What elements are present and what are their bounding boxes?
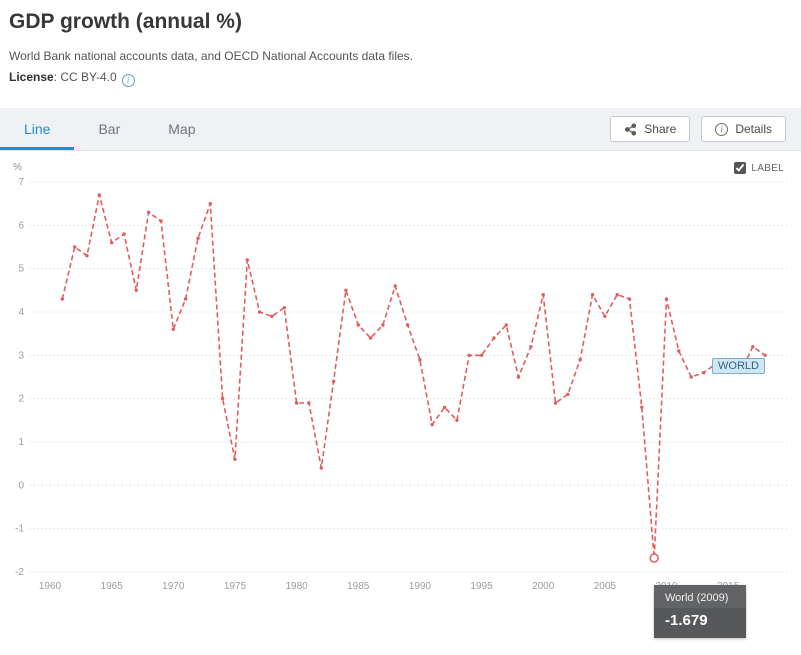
chart-tooltip: World (2009) -1.679 (654, 585, 746, 638)
svg-text:2005: 2005 (594, 581, 617, 592)
share-icon (624, 122, 637, 136)
tab-map[interactable]: Map (168, 121, 196, 137)
toolbar-actions: Share i Details (610, 108, 801, 150)
tab-line[interactable]: Line (0, 108, 75, 150)
details-button-label: Details (735, 122, 772, 136)
svg-text:1995: 1995 (470, 581, 493, 592)
chart-tab-bar: Line Bar Map Share i Details (0, 108, 801, 151)
page-subtitle: World Bank national accounts data, and O… (9, 49, 414, 63)
svg-text:1980: 1980 (285, 581, 308, 592)
svg-text:1975: 1975 (224, 581, 247, 592)
license-info-icon[interactable]: i (121, 74, 135, 87)
label-checkbox[interactable] (734, 162, 747, 174)
svg-text:3: 3 (18, 350, 24, 361)
svg-text:1960: 1960 (39, 581, 62, 592)
svg-text:2: 2 (18, 394, 24, 405)
svg-text:7: 7 (18, 177, 24, 188)
tooltip-title: World (2009) (654, 585, 746, 608)
svg-text:-1: -1 (15, 524, 24, 535)
svg-text:-2: -2 (15, 567, 24, 578)
svg-text:1990: 1990 (409, 581, 432, 592)
details-button[interactable]: i Details (701, 116, 786, 142)
chart-panel: -2 -1 0 1 2 3 4 5 6 7 1960 1965 1970 1975 1980 1985 1990… (0, 151, 801, 655)
svg-text:0: 0 (18, 480, 24, 491)
svg-text:1985: 1985 (347, 581, 370, 592)
series-label-world[interactable]: WORLD (712, 358, 765, 374)
svg-text:1970: 1970 (162, 581, 185, 592)
svg-text:1: 1 (18, 437, 24, 448)
details-info-icon: i (715, 122, 729, 136)
license-label: License (9, 70, 54, 84)
svg-text:1965: 1965 (101, 581, 124, 592)
tooltip-value: -1.679 (654, 608, 746, 638)
share-button-label: Share (644, 122, 677, 136)
label-toggle[interactable]: LABEL (734, 162, 784, 174)
svg-text:6: 6 (18, 220, 24, 231)
tab-bar[interactable]: Bar (98, 121, 121, 137)
page-title: GDP growth (annual %) (9, 10, 242, 33)
svg-text:5: 5 (18, 264, 24, 275)
share-button[interactable]: Share (610, 116, 691, 142)
label-checkbox-text: LABEL (751, 162, 784, 174)
license-line: License: CC BY-4.0 i (9, 70, 789, 87)
license-value: : CC BY-4.0 (53, 70, 117, 84)
chart-type-tabs: Line Bar Map (0, 108, 220, 150)
page-header: GDP growth (annual %) World Bank nationa… (0, 0, 801, 108)
svg-text:4: 4 (18, 307, 24, 318)
y-axis-unit-label: % (13, 162, 22, 173)
svg-text:2000: 2000 (532, 581, 555, 592)
line-chart[interactable]: -2 -1 0 1 2 3 4 5 6 7 1960 1965 1970 1975 1980 1985 1990… (0, 151, 801, 621)
